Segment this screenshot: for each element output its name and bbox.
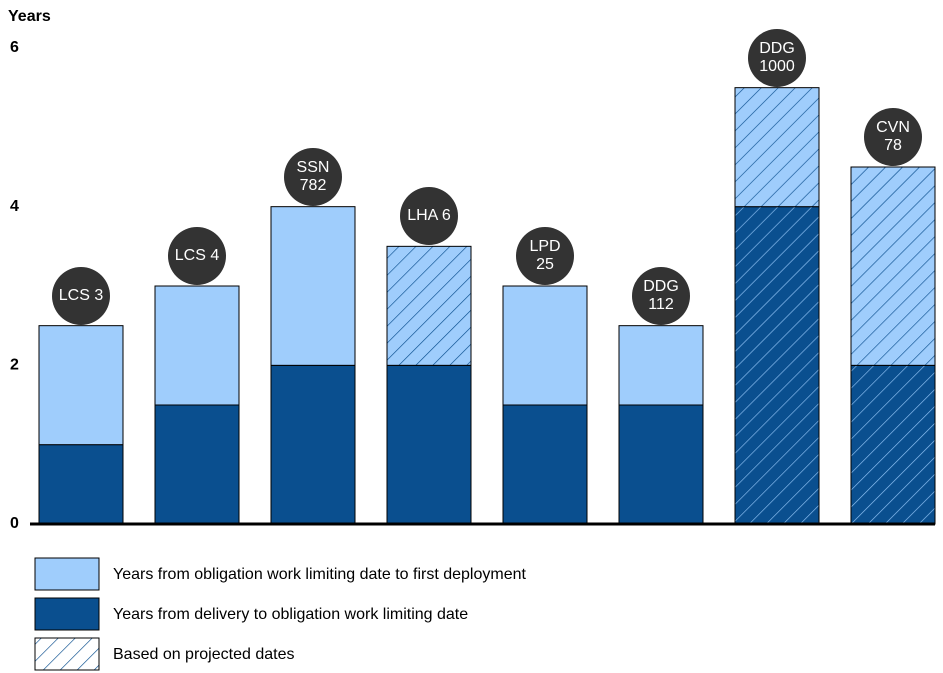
bar-segment [38, 444, 124, 525]
category-label: LCS 4 [168, 227, 226, 285]
bar-segment [154, 404, 240, 525]
y-tick-label: 2 [10, 357, 19, 374]
bar-segment [734, 87, 820, 208]
bar-segment [270, 364, 356, 525]
category-label: LCS 3 [52, 266, 110, 325]
bar-segment [502, 404, 588, 525]
bar-segment [270, 206, 356, 366]
category-label: DDG 112 [632, 266, 690, 325]
bar-segment [618, 404, 704, 525]
bar-segment [618, 325, 704, 406]
y-axis-label: Years [8, 8, 51, 25]
bar-segment [734, 206, 820, 525]
legend-swatch [34, 637, 100, 671]
bar-segment [850, 364, 936, 525]
bar-segment [502, 285, 588, 406]
bar-segment [386, 364, 472, 525]
legend-swatch [34, 557, 100, 591]
y-tick-label: 4 [10, 198, 19, 215]
category-label: CVN 78 [864, 108, 922, 166]
bar-segment [38, 325, 124, 446]
legend-label: Years from delivery to obligation work l… [113, 606, 468, 623]
bar-segment [386, 245, 472, 366]
y-tick-label: 6 [10, 39, 19, 56]
category-label: LPD 25 [516, 227, 574, 285]
legend-label: Years from obligation work limiting date… [113, 566, 526, 583]
category-label: DDG 1000 [748, 28, 806, 87]
category-label: SSN 782 [284, 147, 342, 206]
bar-segment [850, 166, 936, 366]
legend-label: Based on projected dates [113, 646, 294, 663]
category-label: LHA 6 [400, 187, 458, 246]
y-tick-label: 0 [10, 515, 19, 532]
legend-swatch [34, 597, 100, 631]
bar-segment [154, 285, 240, 406]
